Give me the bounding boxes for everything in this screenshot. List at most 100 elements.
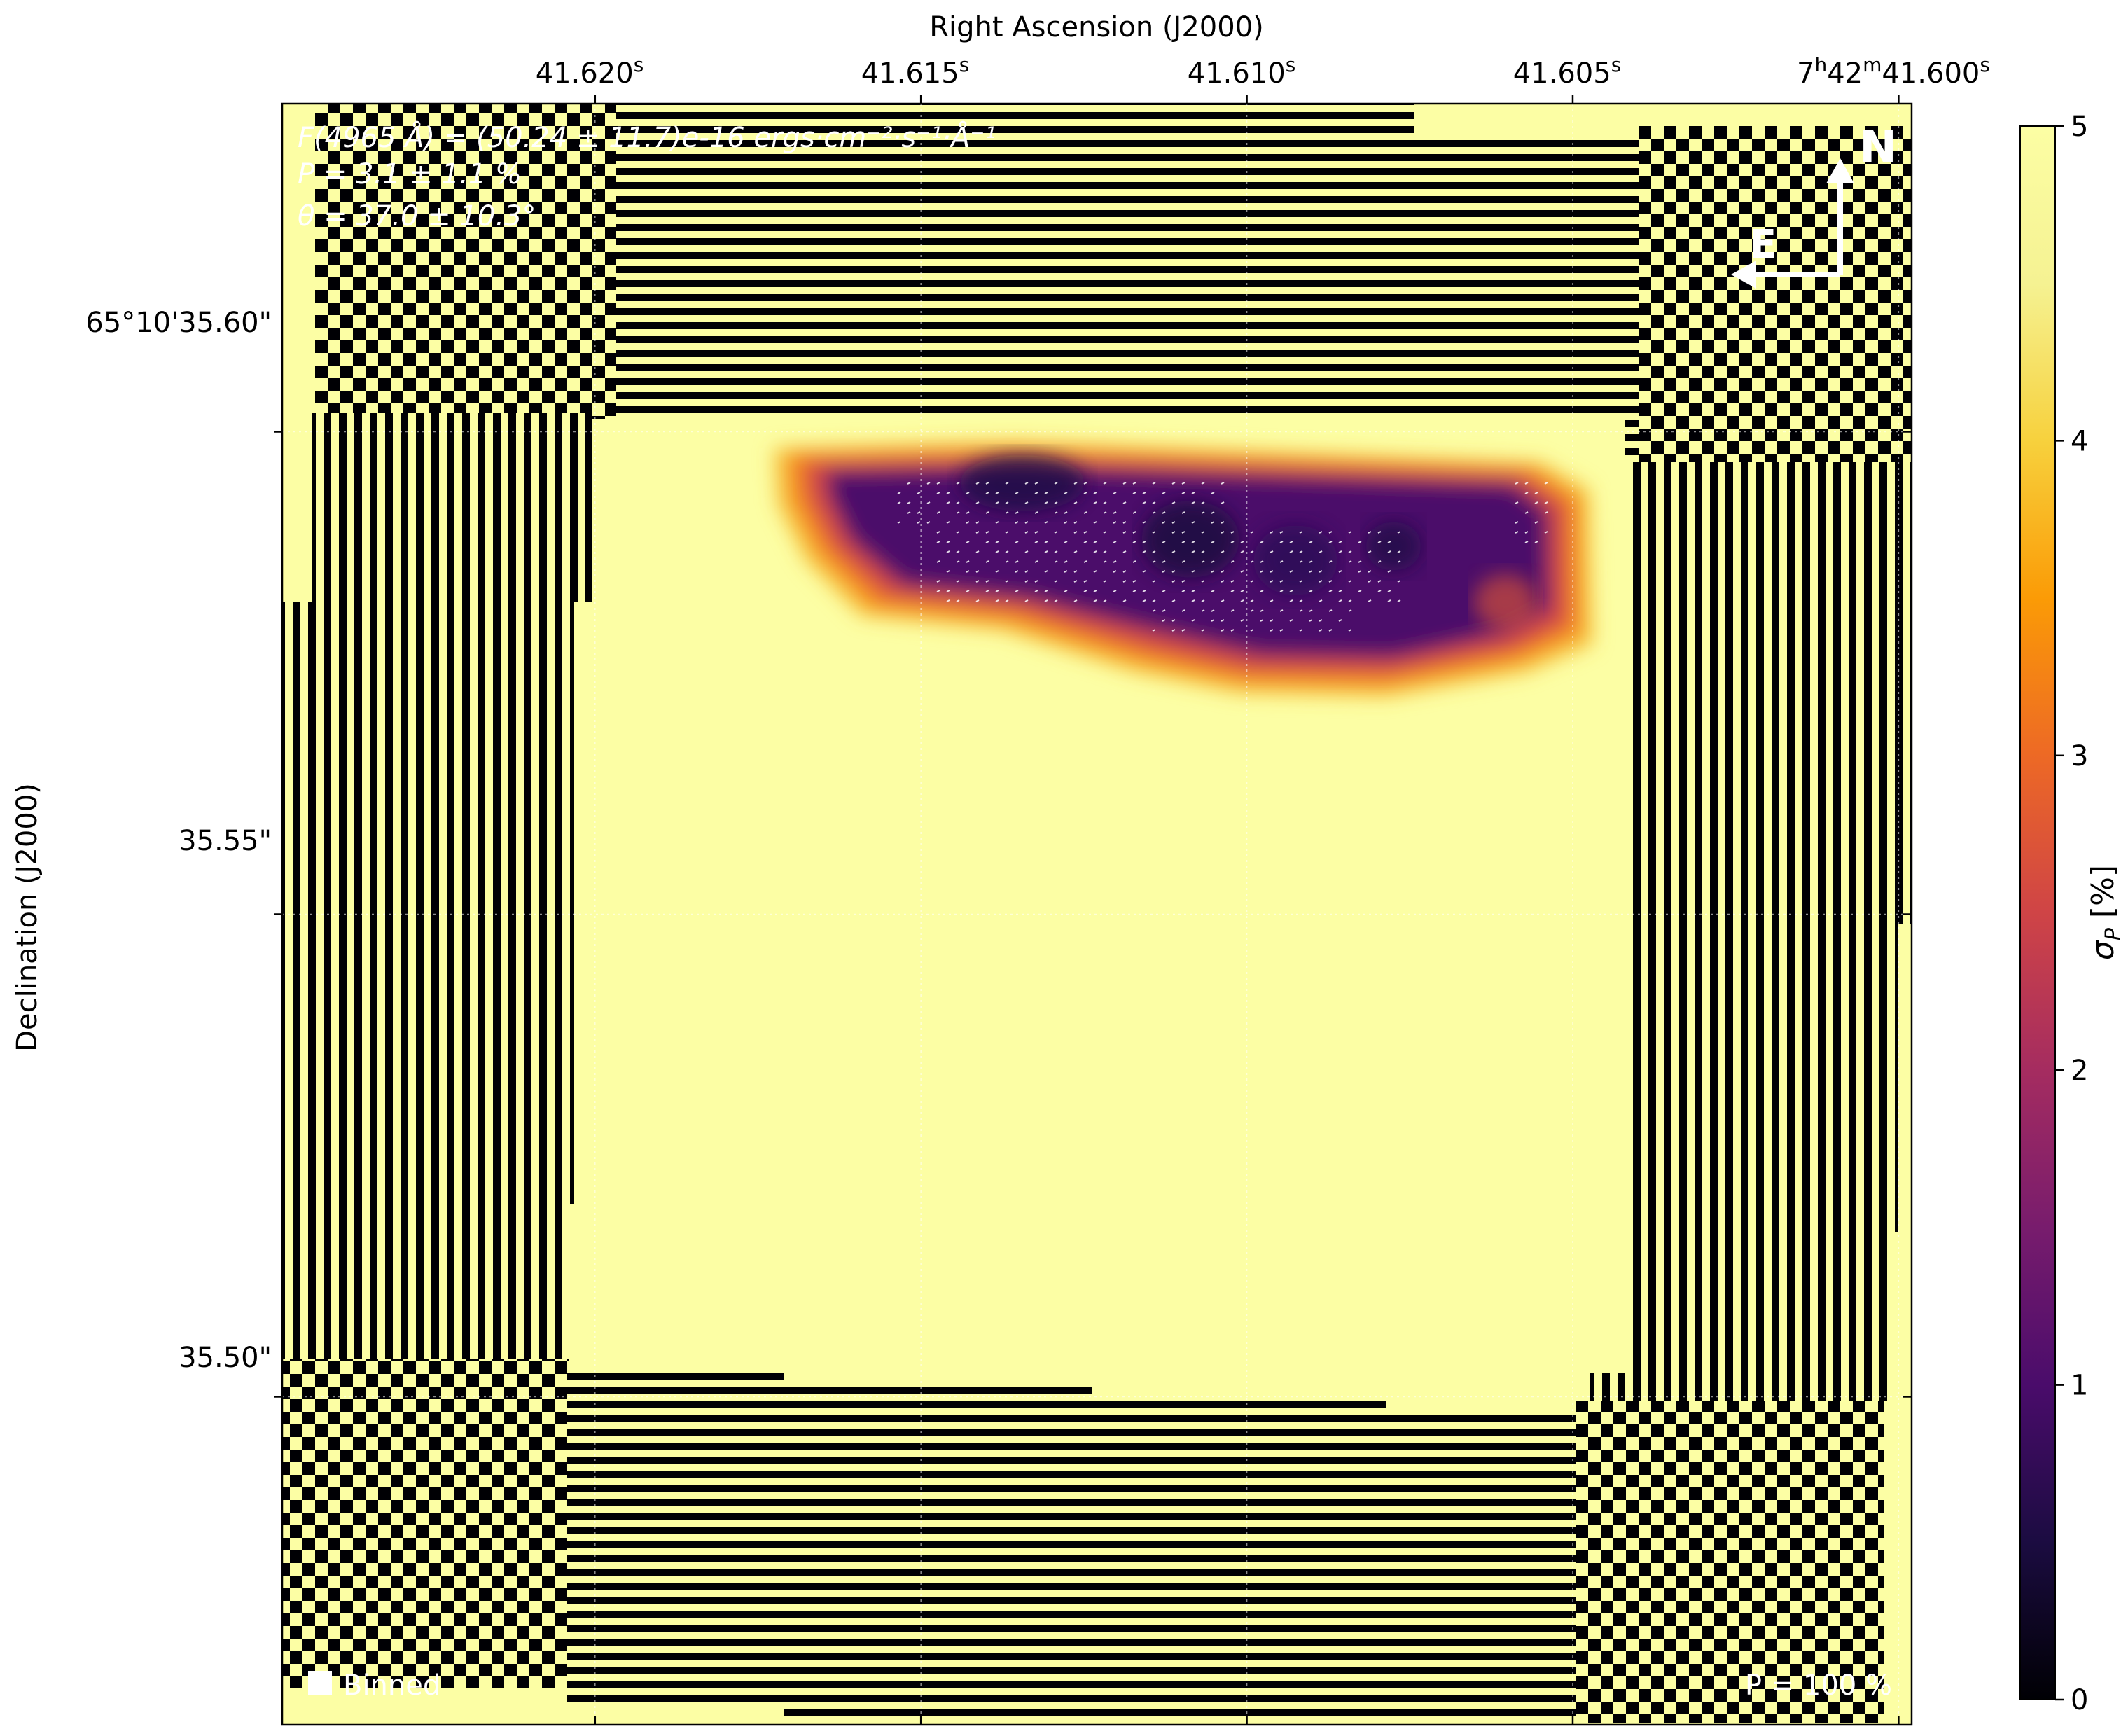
polarization-vector: [1515, 482, 1519, 485]
polarization-vector: [1524, 492, 1529, 494]
polarization-vector: [1201, 599, 1205, 602]
polarization-vector: [1103, 482, 1107, 485]
polarization-vector: [1122, 599, 1127, 602]
polarization-vector: [1201, 482, 1205, 485]
polarization-vector: [1181, 590, 1185, 592]
polarization-vector: [1181, 560, 1185, 563]
polarization-vector: [1132, 511, 1136, 514]
polarization-vector: [1338, 570, 1342, 573]
x-tick-label-m: m: [1863, 53, 1882, 76]
colorbar-tick-label: 3: [2071, 740, 2088, 772]
polarization-vector: [1328, 590, 1333, 592]
polarization-vector: [995, 492, 999, 494]
polarization-vector: [1064, 511, 1068, 514]
polarization-vector: [1270, 570, 1274, 573]
polarization-vector: [936, 560, 940, 563]
polarization-vector: [1044, 541, 1048, 543]
noise-region-bottom-1: [567, 1373, 784, 1709]
polarization-vector: [897, 501, 901, 504]
polarization-vector: [1270, 550, 1274, 553]
polarization-vector: [1162, 560, 1166, 563]
flux-annotation: F(4965 Å) = (50.24 ± 11.7)e-16 ergs·cm⁻²…: [298, 120, 996, 154]
polarization-vector: [1348, 560, 1352, 563]
polarization-vector: [1122, 531, 1127, 534]
polarization-vector: [936, 492, 940, 494]
polarization-vector: [985, 531, 989, 534]
polarization-vector: [985, 560, 989, 563]
polarization-vector: [1054, 550, 1058, 553]
compass-north-arrow-head: [1826, 158, 1854, 183]
polarization-vector: [1093, 521, 1097, 524]
polarization-vector: [1319, 531, 1323, 534]
polarization-vector: [966, 560, 970, 563]
polarization-vector: [1368, 580, 1372, 583]
x-ticks-top: [594, 95, 1900, 104]
polarization-vector: [1044, 492, 1048, 494]
colorbar-label: σP [%]: [2085, 865, 2121, 960]
polarization-vector: [975, 501, 980, 504]
polarization-vector: [1103, 599, 1107, 602]
polarization-vector: [946, 570, 950, 573]
polarization-vector: [1221, 570, 1225, 573]
polarization-vector: [985, 492, 989, 494]
x-axis-label: Right Ascension (J2000): [929, 11, 1264, 43]
polarization-vector: [1397, 531, 1401, 534]
compass: N E: [1731, 122, 1897, 289]
polarization-vector: [1171, 570, 1176, 573]
polarization-vector: [1142, 599, 1146, 602]
polarization-vector: [1122, 521, 1127, 524]
noise-region-left-4: [282, 1204, 569, 1366]
polarization-vector: [1044, 550, 1048, 553]
polarization-vector: [1024, 570, 1029, 573]
polarization-vector: [1230, 580, 1235, 583]
polarization-annotation: P = 3.1 ± 1.1 %: [298, 158, 522, 190]
polarization-vector: [1309, 560, 1313, 563]
polarization-vector: [1397, 560, 1401, 563]
polarization-vector: [1181, 492, 1185, 494]
polarization-vector: [1299, 609, 1303, 612]
polarization-vector: [1005, 501, 1009, 504]
polarization-vector: [1015, 541, 1019, 543]
noise-region-bottom-left: [282, 1359, 569, 1688]
polarization-vector: [936, 482, 940, 485]
polarization-vector: [1113, 521, 1117, 524]
colorbar-tick-label: 4: [2071, 425, 2088, 457]
polarization-vector: [1338, 550, 1342, 553]
noise-region-bottom-3: [1092, 1394, 1386, 1723]
blob-deep-core-1: [959, 455, 1085, 511]
angle-annotation: θ = 37.0 ± 10.3°: [298, 200, 536, 232]
polarization-vector: [1113, 570, 1117, 573]
polarization-vector: [1368, 550, 1372, 553]
polarization-vector: [1201, 629, 1205, 632]
polarization-vector: [1338, 590, 1342, 592]
polarization-vector: [1358, 541, 1362, 543]
x-tick-label-sup: s: [1286, 53, 1296, 76]
polarization-vector: [1044, 590, 1048, 592]
polarization-vector: [1132, 541, 1136, 543]
polarization-vector: [1015, 492, 1019, 494]
polarization-vector: [1368, 599, 1372, 602]
noise-region-left-2: [282, 602, 590, 903]
polarization-vector: [975, 521, 980, 524]
polarization-vector: [1073, 482, 1078, 485]
polarization-vector: [1524, 482, 1529, 485]
polarization-vector: [907, 501, 911, 504]
colorbar-gradient: [2019, 125, 2056, 1700]
polarization-vector: [1221, 599, 1225, 602]
polarization-vector: [1211, 619, 1215, 622]
polarization-vector: [975, 599, 980, 602]
polarization-vector: [1152, 511, 1156, 514]
polarization-vector: [985, 580, 989, 583]
polarization-vector: [1289, 619, 1293, 622]
valid-region-extension: [574, 602, 602, 1373]
polarization-vector: [1299, 550, 1303, 553]
polarization-vector: [1397, 550, 1401, 553]
polarization-vector: [1221, 550, 1225, 553]
polarization-vector: [1328, 609, 1333, 612]
polarization-vector: [956, 511, 960, 514]
blob-warm-spot: [1474, 574, 1537, 630]
polarization-vector: [1142, 521, 1146, 524]
x-tick-label-sup: s: [1611, 53, 1622, 76]
noise-region-bottom-right: [1576, 1401, 1884, 1723]
